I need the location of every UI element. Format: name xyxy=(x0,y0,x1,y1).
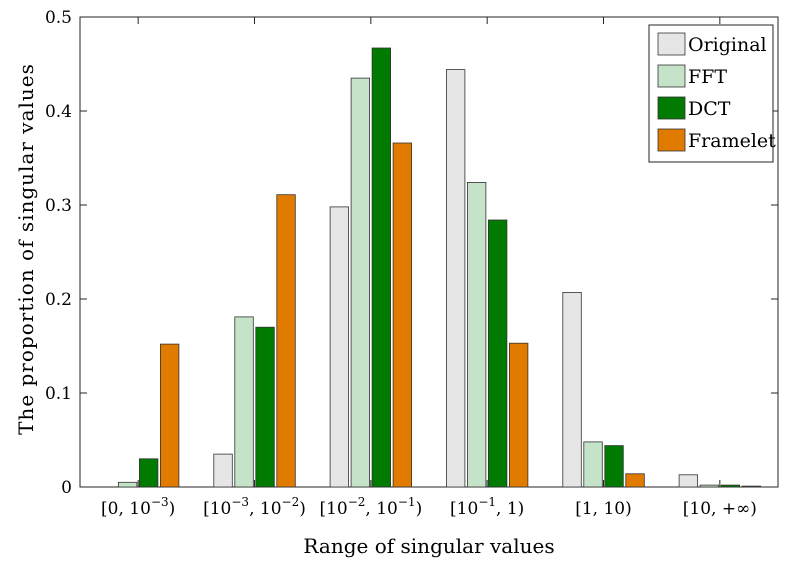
bar-original-1 xyxy=(213,453,233,488)
x-tick-label: [10−2, 10−1) xyxy=(319,495,422,519)
x-axis-title: Range of singular values xyxy=(303,534,554,558)
plot-box xyxy=(79,16,779,488)
bars-group xyxy=(118,47,761,488)
bar-original-3 xyxy=(445,69,466,488)
bar-fft-3 xyxy=(466,181,487,488)
bar-framelet-4 xyxy=(625,473,645,488)
bar-original-2 xyxy=(329,206,350,488)
bar-dct-3 xyxy=(487,219,508,488)
y-tick-label: 0.5 xyxy=(45,8,72,28)
bar-dct-5 xyxy=(720,484,740,488)
bar-dct-2 xyxy=(371,47,392,488)
x-tick-label: [10, +∞) xyxy=(683,499,757,519)
x-axis: [0, 10−3) [10−3, 10−2) [10−2, 10−1) [10−1, … xyxy=(101,17,757,519)
legend-label-framelet: Framelet xyxy=(688,130,776,152)
y-tick-label: 0 xyxy=(61,478,72,498)
bar-fft-5 xyxy=(699,484,719,488)
x-tick-label: [0, 10−3) xyxy=(101,495,175,519)
legend-swatch-framelet xyxy=(657,128,686,152)
legend-label-fft: FFT xyxy=(688,66,727,88)
bar-framelet-0 xyxy=(159,343,180,488)
legend-swatch-fft xyxy=(657,64,686,88)
x-tick-label: [10−3, 10−2) xyxy=(203,495,306,519)
x-tick-label: [1, 10) xyxy=(575,499,632,519)
legend-swatch-dct xyxy=(657,96,686,120)
y-axis-title: The proportion of singular values xyxy=(14,63,38,435)
legend: Original FFT DCT Framelet xyxy=(648,24,776,163)
bar-framelet-2 xyxy=(392,142,413,488)
bar-fft-2 xyxy=(350,77,371,488)
legend-label-original: Original xyxy=(688,34,767,56)
bar-dct-1 xyxy=(255,326,275,488)
plot-area xyxy=(79,16,779,488)
bar-framelet-3 xyxy=(508,342,529,488)
y-tick-label: 0.2 xyxy=(45,290,72,310)
bar-fft-0 xyxy=(118,481,138,488)
legend-swatch-original xyxy=(657,32,686,56)
bar-original-5 xyxy=(678,474,698,488)
bar-framelet-1 xyxy=(276,194,296,488)
bar-fft-4 xyxy=(583,441,603,488)
bar-framelet-5 xyxy=(741,485,761,488)
legend-label-dct: DCT xyxy=(688,98,731,120)
bar-fft-1 xyxy=(234,316,254,488)
y-tick-label: 0.3 xyxy=(45,196,72,216)
bar-dct-0 xyxy=(138,458,159,488)
bar-original-4 xyxy=(562,291,582,488)
bar-dct-4 xyxy=(604,445,624,488)
y-tick-label: 0.1 xyxy=(45,384,72,404)
y-axis: 0 0.1 0.2 0.3 0.4 0.5 xyxy=(45,8,778,498)
x-tick-label: [10−1, 1) xyxy=(450,495,524,519)
y-tick-label: 0.4 xyxy=(45,102,72,122)
